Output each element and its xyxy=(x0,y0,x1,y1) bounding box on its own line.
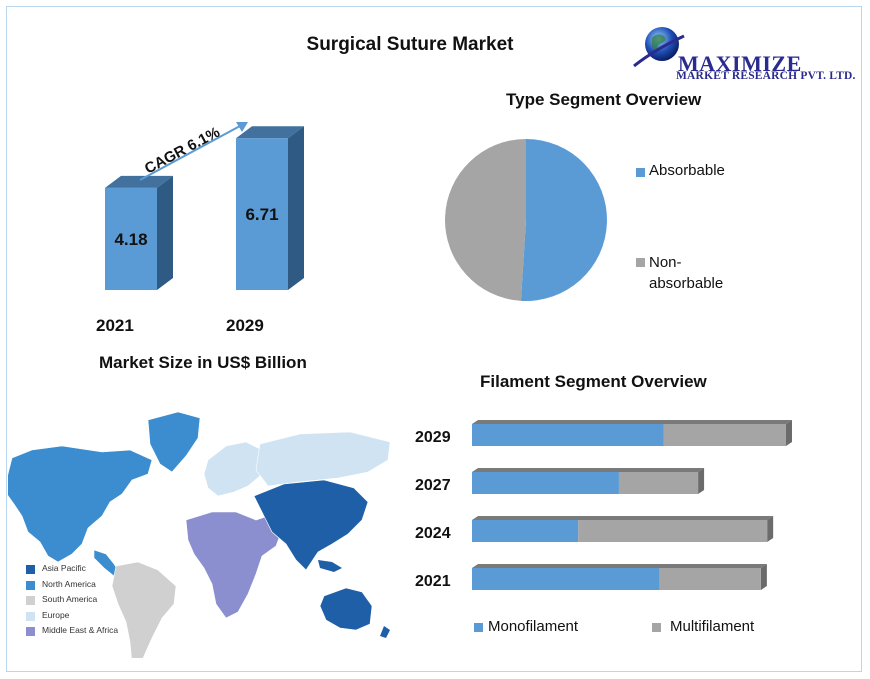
pie-slice-non-absorbable xyxy=(445,139,526,301)
filament-year-label: 2024 xyxy=(415,525,451,542)
bar-top-2029 xyxy=(236,126,304,139)
infographic-frame xyxy=(6,6,862,672)
filament-segment-title: Filament Segment Overview xyxy=(480,372,707,391)
legend-swatch-monofilament xyxy=(474,623,483,632)
filament-year-label: 2027 xyxy=(415,477,451,494)
map-region-asia-pacific xyxy=(253,479,369,571)
map-region-japan xyxy=(356,500,364,518)
cagr-arrow-head xyxy=(236,122,248,132)
globe-logo-icon xyxy=(633,27,685,68)
legend-swatch-multifilament xyxy=(652,623,661,632)
filament-bar-multifilament xyxy=(618,472,699,494)
logo-wordmark: MAXIMIZE xyxy=(678,51,802,76)
filament-bar-monofilament xyxy=(472,520,579,542)
map-region-north-america xyxy=(8,445,153,563)
filament-bar-multifilament xyxy=(578,520,768,542)
market-size-chart: 4.18 6.71 CAGR 6.1% xyxy=(105,122,304,290)
legend-label-multifilament: Multifilament xyxy=(670,618,755,635)
year-label-2029: 2029 xyxy=(226,316,264,335)
map-region-new-zealand xyxy=(380,626,390,638)
bar-value-label: 4.18 xyxy=(114,230,147,249)
bar-value-label: 6.71 xyxy=(245,205,278,224)
bar-2029 xyxy=(236,138,288,290)
legend-swatch-absorbable xyxy=(636,168,645,177)
map-region-north-asia xyxy=(255,431,391,487)
filament-bar-side xyxy=(760,564,767,590)
filament-bar-top xyxy=(472,420,792,424)
filament-bar-top xyxy=(472,564,767,568)
filament-bar-top xyxy=(472,468,705,472)
legend-label-absorbable: Absorbable xyxy=(649,162,725,179)
map-region-australia xyxy=(319,587,373,631)
type-segment-pie xyxy=(445,139,608,301)
filament-bar-monofilament xyxy=(472,472,619,494)
map-region-middle-east-africa xyxy=(185,511,283,619)
legend-label-non-absorbable: Non- absorbable xyxy=(649,254,724,292)
legend-swatch-non-absorbable xyxy=(636,258,645,267)
filament-bar-side xyxy=(698,468,705,494)
filament-bar-monofilament xyxy=(472,568,660,590)
cagr-arrow xyxy=(139,125,241,181)
map-region-europe xyxy=(203,441,269,497)
pie-slice-absorbable xyxy=(520,139,608,301)
filament-year-label: 2021 xyxy=(415,573,451,590)
bar-side-2029 xyxy=(288,126,304,290)
filament-bar-multifilament xyxy=(663,424,786,446)
filament-bar-side xyxy=(786,420,792,446)
market-size-caption: Market Size in US$ Billion xyxy=(99,353,307,372)
filament-bar-multifilament xyxy=(659,568,761,590)
year-label-2021: 2021 xyxy=(96,316,134,335)
world-map-icon xyxy=(8,411,391,658)
bar-side-2021 xyxy=(157,175,173,290)
bar-2021 xyxy=(105,187,157,290)
bar-top-2021 xyxy=(105,175,173,188)
type-segment-title: Type Segment Overview xyxy=(506,90,702,109)
logo-subtitle: MARKET RESEARCH PVT. LTD. xyxy=(676,70,856,82)
page-title: Surgical Suture Market xyxy=(306,34,514,55)
filament-segment-chart: 2029 2027 2024 2021 xyxy=(415,420,792,590)
filament-year-label: 2029 xyxy=(415,429,451,446)
legend-label-monofilament: Monofilament xyxy=(488,618,579,635)
filament-bar-monofilament xyxy=(472,424,664,446)
cagr-label: CAGR 6.1% xyxy=(142,124,223,178)
map-region-south-america xyxy=(111,561,177,658)
filament-bar-side xyxy=(767,516,774,542)
map-region-greenland xyxy=(147,411,201,473)
filament-bar-top xyxy=(472,516,774,520)
map-region-se-asia xyxy=(318,560,342,572)
